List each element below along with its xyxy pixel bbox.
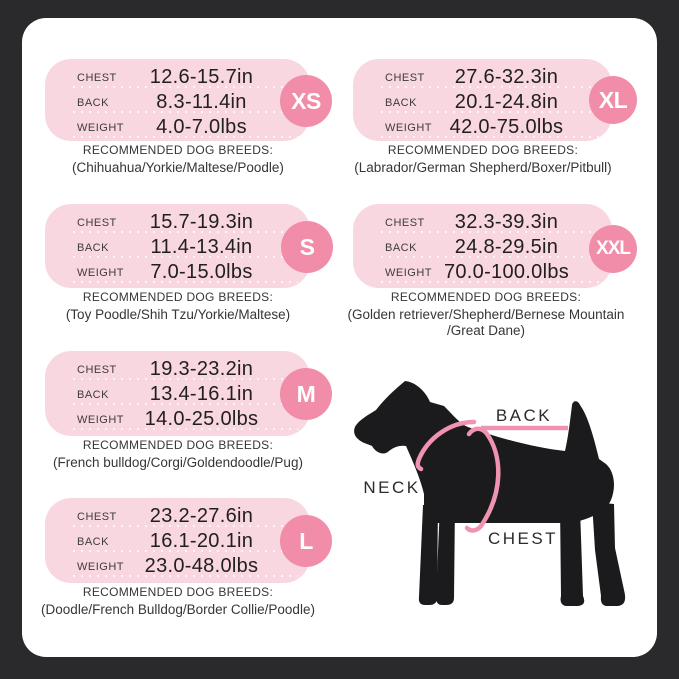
weight-value: 42.0-75.0lbs	[449, 116, 564, 138]
size-badge-xl: XL	[589, 76, 637, 124]
measurement-row: CHEST 32.3-39.3in	[353, 211, 612, 233]
chest-label: CHEST	[385, 71, 425, 84]
back-label: BACK	[77, 388, 109, 401]
size-panel-xxl: CHEST 32.3-39.3in BACK 24.8-29.5in WEIGH…	[353, 204, 612, 288]
back-label: BACK	[77, 535, 109, 548]
measurement-row: WEIGHT 42.0-75.0lbs	[353, 116, 612, 138]
chest-label: CHEST	[77, 71, 117, 84]
measurement-row: BACK 11.4-13.4in	[45, 236, 310, 258]
size-panel-m: CHEST 19.3-23.2in BACK 13.4-16.1in WEIGH…	[45, 351, 310, 436]
chest-value: 23.2-27.6in	[149, 505, 254, 527]
measurement-row: BACK 24.8-29.5in	[353, 236, 612, 258]
back-value: 11.4-13.4in	[150, 236, 253, 258]
back-label: BACK	[385, 241, 417, 254]
weight-value: 23.0-48.0lbs	[144, 555, 259, 577]
weight-label: WEIGHT	[385, 121, 432, 134]
measurement-row: BACK 20.1-24.8in	[353, 91, 612, 113]
breeds-xxl: RECOMMENDED DOG BREEDS: (Golden retrieve…	[338, 290, 634, 339]
breeds-xl: RECOMMENDED DOG BREEDS: (Labrador/German…	[338, 143, 628, 176]
breeds-m: RECOMMENDED DOG BREEDS: (French bulldog/…	[38, 438, 318, 471]
size-badge-xxl: XXL	[589, 225, 637, 273]
chest-label: CHEST	[385, 216, 425, 229]
chest-value: 15.7-19.3in	[149, 211, 254, 233]
weight-label: WEIGHT	[77, 266, 124, 279]
measurement-row: BACK 16.1-20.1in	[45, 530, 310, 552]
measurement-row: CHEST 15.7-19.3in	[45, 211, 310, 233]
breeds-s: RECOMMENDED DOG BREEDS: (Toy Poodle/Shih…	[38, 290, 318, 323]
weight-value: 14.0-25.0lbs	[144, 408, 259, 430]
measurement-row: BACK 8.3-11.4in	[45, 91, 310, 113]
chest-label: CHEST	[77, 216, 117, 229]
back-label: BACK	[77, 96, 109, 109]
breeds-list: (Labrador/German Shepherd/Boxer/Pitbull)	[354, 160, 612, 175]
breeds-heading: RECOMMENDED DOG BREEDS:	[82, 290, 274, 304]
breeds-list: (Golden retriever/Shepherd/Bernese Mount…	[347, 307, 625, 322]
breeds-heading: RECOMMENDED DOG BREEDS:	[82, 438, 274, 452]
breeds-list-line2: /Great Dane)	[446, 323, 526, 338]
size-panel-xl: CHEST 27.6-32.3in BACK 20.1-24.8in WEIGH…	[353, 59, 612, 141]
weight-label: WEIGHT	[77, 121, 124, 134]
dog-front-leg	[418, 505, 438, 605]
weight-value: 70.0-100.0lbs	[443, 261, 570, 283]
breeds-heading: RECOMMENDED DOG BREEDS:	[387, 143, 579, 157]
back-value: 24.8-29.5in	[454, 236, 559, 258]
measurement-row: CHEST 27.6-32.3in	[353, 66, 612, 88]
size-panel-xs: CHEST 12.6-15.7in BACK 8.3-11.4in WEIGHT…	[45, 59, 310, 141]
back-value: 13.4-16.1in	[149, 383, 254, 405]
measurement-row: CHEST 12.6-15.7in	[45, 66, 310, 88]
size-panel-l: CHEST 23.2-27.6in BACK 16.1-20.1in WEIGH…	[45, 498, 310, 583]
measurement-row: CHEST 23.2-27.6in	[45, 505, 310, 527]
size-panel-s: CHEST 15.7-19.3in BACK 11.4-13.4in WEIGH…	[45, 204, 310, 288]
breeds-list: (Doodle/French Bulldog/Border Collie/Poo…	[41, 602, 315, 617]
diagram-neck-label: NECK	[363, 478, 420, 497]
weight-value: 4.0-7.0lbs	[156, 116, 247, 138]
neck-strap-line	[415, 419, 477, 472]
dog-measurement-diagram: BACK NECK CHEST	[340, 360, 640, 660]
chest-label: CHEST	[77, 510, 117, 523]
breeds-heading: RECOMMENDED DOG BREEDS:	[82, 143, 274, 157]
back-value: 20.1-24.8in	[454, 91, 559, 113]
chest-strap-line	[464, 426, 501, 533]
measurement-row: BACK 13.4-16.1in	[45, 383, 310, 405]
measurement-row: WEIGHT 23.0-48.0lbs	[45, 555, 310, 577]
measurement-row: WEIGHT 14.0-25.0lbs	[45, 408, 310, 430]
measurement-row: WEIGHT 70.0-100.0lbs	[353, 261, 612, 283]
breeds-heading: RECOMMENDED DOG BREEDS:	[390, 290, 582, 304]
weight-label: WEIGHT	[385, 266, 432, 279]
weight-value: 7.0-15.0lbs	[150, 261, 253, 283]
chest-value: 27.6-32.3in	[454, 66, 559, 88]
measurement-row: WEIGHT 4.0-7.0lbs	[45, 116, 310, 138]
back-label: BACK	[385, 96, 417, 109]
breeds-heading: RECOMMENDED DOG BREEDS:	[82, 585, 274, 599]
size-badge-m: M	[280, 368, 332, 420]
back-label: BACK	[77, 241, 109, 254]
breeds-list: (French bulldog/Corgi/Goldendoodle/Pug)	[53, 455, 303, 470]
chest-value: 32.3-39.3in	[454, 211, 559, 233]
size-badge-s: S	[281, 221, 333, 273]
weight-label: WEIGHT	[77, 560, 124, 573]
dog-hind-leg	[560, 505, 585, 606]
breeds-xs: RECOMMENDED DOG BREEDS: (Chihuahua/Yorki…	[38, 143, 318, 176]
size-badge-xs: XS	[280, 75, 332, 127]
dog-silhouette	[354, 381, 614, 523]
chest-value: 19.3-23.2in	[149, 358, 254, 380]
size-badge-l: L	[280, 515, 332, 567]
back-value: 16.1-20.1in	[149, 530, 254, 552]
dog-silhouette-svg: BACK NECK CHEST	[354, 381, 626, 606]
measurement-row: CHEST 19.3-23.2in	[45, 358, 310, 380]
breeds-l: RECOMMENDED DOG BREEDS: (Doodle/French B…	[33, 585, 323, 618]
breeds-list: (Chihuahua/Yorkie/Maltese/Poodle)	[72, 160, 284, 175]
weight-label: WEIGHT	[77, 413, 124, 426]
chest-value: 12.6-15.7in	[149, 66, 254, 88]
chest-label: CHEST	[77, 363, 117, 376]
diagram-back-label: BACK	[496, 406, 552, 425]
measurement-row: WEIGHT 7.0-15.0lbs	[45, 261, 310, 283]
diagram-chest-label: CHEST	[488, 529, 558, 548]
dog-hind-leg	[592, 502, 626, 606]
dog-front-leg	[436, 505, 455, 605]
breeds-list: (Toy Poodle/Shih Tzu/Yorkie/Maltese)	[65, 307, 291, 322]
back-value: 8.3-11.4in	[156, 91, 247, 113]
